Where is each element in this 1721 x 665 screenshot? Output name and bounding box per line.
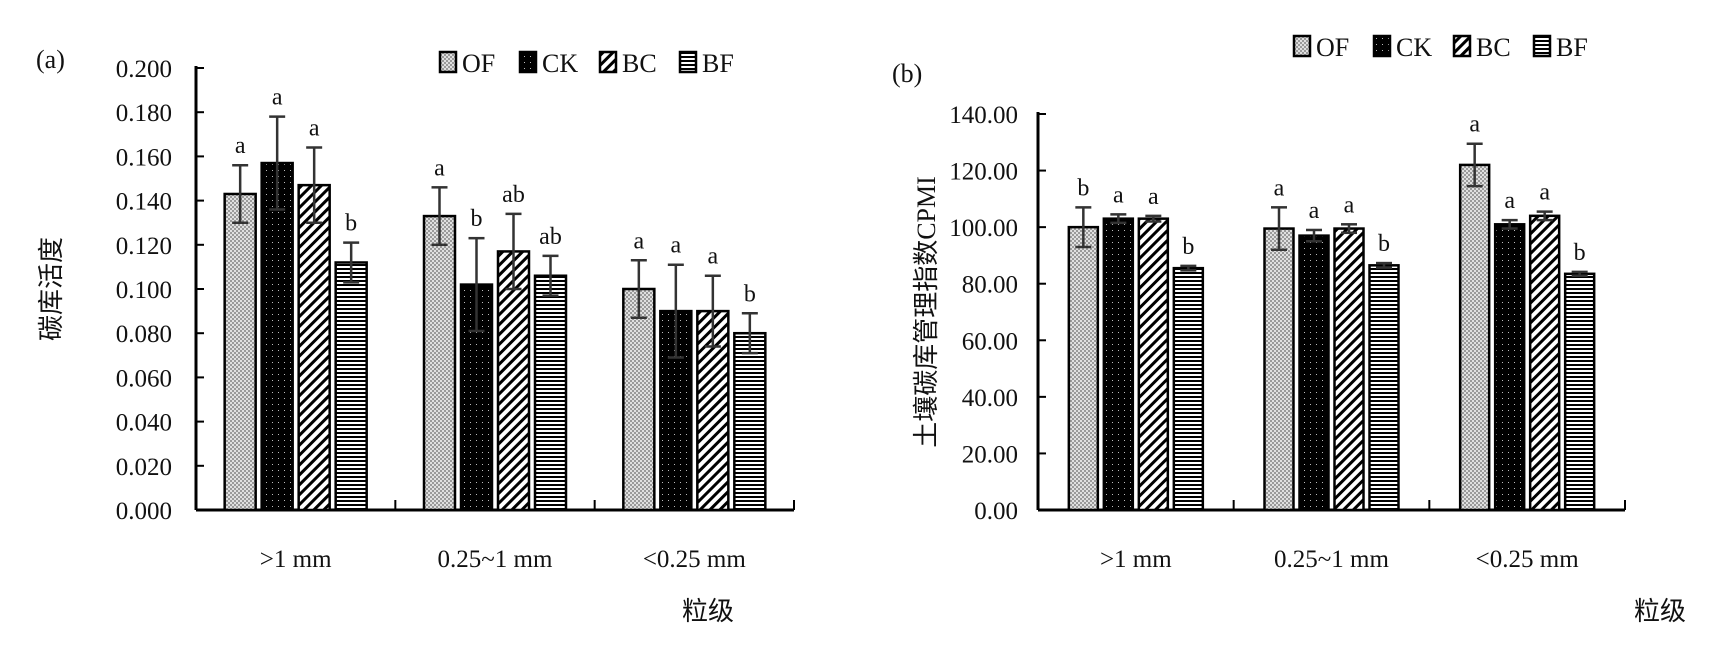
bar-bc bbox=[496, 250, 531, 512]
significance-letter: b bbox=[1077, 175, 1089, 201]
significance-letter: a bbox=[1148, 184, 1159, 210]
legend-swatch-ck bbox=[518, 50, 538, 74]
significance-letter: b bbox=[1378, 231, 1390, 257]
panel-label: (b) bbox=[892, 59, 922, 88]
bar-bc bbox=[1528, 214, 1561, 512]
significance-letter: ab bbox=[539, 224, 562, 250]
bar-bf bbox=[1563, 272, 1596, 512]
bar-bc bbox=[297, 183, 331, 512]
significance-letter: b bbox=[744, 281, 756, 307]
bar-ck bbox=[1102, 217, 1135, 512]
x-axis-title: 粒级 bbox=[1634, 597, 1686, 626]
y-tick-label: 0.180 bbox=[116, 100, 172, 127]
significance-letter: a bbox=[1113, 182, 1124, 208]
x-tick-label: 0.25~1 mm bbox=[438, 546, 553, 573]
bar-of bbox=[223, 192, 257, 512]
significance-letter: b bbox=[345, 211, 357, 237]
y-tick-label: 120.00 bbox=[949, 159, 1018, 186]
legend-label: CK bbox=[542, 49, 578, 78]
significance-letter: a bbox=[1309, 198, 1320, 224]
significance-letter: a bbox=[1344, 192, 1355, 218]
y-tick-label: 0.200 bbox=[116, 56, 172, 83]
legend-label: BF bbox=[702, 49, 734, 78]
y-tick-label: 0.080 bbox=[116, 321, 172, 348]
significance-letter: b bbox=[471, 206, 483, 232]
legend-swatch-of bbox=[1292, 34, 1312, 58]
bar-ck bbox=[260, 161, 294, 512]
x-axis-title: 粒级 bbox=[682, 597, 734, 626]
bar-ck bbox=[1493, 223, 1526, 512]
legend-swatch-bc bbox=[1452, 34, 1472, 58]
y-tick-label: 140.00 bbox=[949, 102, 1018, 129]
significance-letter: a bbox=[708, 244, 719, 270]
x-tick-label: >1 mm bbox=[1100, 546, 1172, 573]
legend-label: BC bbox=[622, 49, 657, 78]
legend-label: BF bbox=[1556, 33, 1588, 62]
y-tick-label: 0.00 bbox=[974, 498, 1018, 525]
y-tick-label: 100.00 bbox=[949, 215, 1018, 242]
bar-bc bbox=[1137, 217, 1170, 512]
significance-letter: b bbox=[1574, 240, 1586, 266]
y-tick-label: 40.00 bbox=[962, 385, 1018, 412]
y-tick-label: 60.00 bbox=[962, 328, 1018, 355]
bar-bf bbox=[1172, 266, 1205, 512]
y-tick-label: 0.020 bbox=[116, 454, 172, 481]
y-tick-label: 80.00 bbox=[962, 272, 1018, 299]
x-tick-label: 0.25~1 mm bbox=[1274, 546, 1389, 573]
y-tick-label: 20.00 bbox=[962, 441, 1018, 468]
y-tick-label: 0.000 bbox=[116, 498, 172, 525]
y-axis-title: 土壤碳库管理指数CPMI bbox=[912, 176, 941, 448]
y-tick-label: 0.040 bbox=[116, 410, 172, 437]
significance-letter: a bbox=[309, 116, 320, 142]
legend-label: CK bbox=[1396, 33, 1432, 62]
significance-letter: a bbox=[1539, 180, 1550, 206]
bar-bf bbox=[733, 331, 767, 512]
significance-letter: a bbox=[634, 228, 645, 254]
significance-letter: a bbox=[272, 85, 283, 111]
bar-of bbox=[422, 214, 457, 512]
legend-label: OF bbox=[1316, 33, 1349, 62]
panel-a: (a) 0.000 0.020 0.040 0.060 0.080 0.100 0.120 0.… bbox=[36, 45, 795, 626]
significance-letter: b bbox=[1182, 234, 1194, 260]
significance-letter: a bbox=[1504, 188, 1515, 214]
bar-bc bbox=[1333, 227, 1365, 512]
legend-swatch-bf bbox=[1532, 34, 1552, 58]
legend-swatch-bf bbox=[678, 50, 698, 74]
y-tick-label: 0.060 bbox=[116, 365, 172, 392]
significance-letter: a bbox=[671, 233, 682, 259]
x-tick-label: >1 mm bbox=[260, 546, 332, 573]
bar-of bbox=[622, 287, 656, 512]
legend-swatch-bc bbox=[598, 50, 618, 74]
legend-label: OF bbox=[462, 49, 495, 78]
x-tick-label: <0.25 mm bbox=[643, 546, 747, 573]
bar-of bbox=[1067, 225, 1100, 512]
x-tick-label: <0.25 mm bbox=[1476, 546, 1580, 573]
y-tick-label: 0.120 bbox=[116, 233, 172, 260]
bar-bf bbox=[533, 274, 568, 512]
bar-of bbox=[1458, 163, 1491, 512]
legend-swatch-ck bbox=[1372, 34, 1392, 58]
significance-letter: a bbox=[235, 133, 246, 159]
significance-letter: ab bbox=[502, 182, 525, 208]
y-axis-title: 碳库活度 bbox=[37, 237, 66, 341]
panel-label: (a) bbox=[36, 45, 65, 74]
significance-letter: a bbox=[1469, 112, 1480, 138]
bar-bf bbox=[334, 261, 368, 512]
bar-bf bbox=[1368, 264, 1400, 512]
significance-letter: a bbox=[1274, 175, 1285, 201]
y-tick-label: 0.160 bbox=[116, 144, 172, 171]
bar-ck bbox=[1298, 234, 1330, 512]
significance-letter: a bbox=[434, 155, 445, 181]
bar-of bbox=[1263, 227, 1295, 512]
y-tick-label: 0.100 bbox=[116, 277, 172, 304]
y-tick-label: 0.140 bbox=[116, 189, 172, 216]
panel-b: (b) 0.00 20.00 40.00 60.00 80.00 100.00 120.00 1… bbox=[892, 33, 1686, 626]
legend-label: BC bbox=[1476, 33, 1511, 62]
legend-swatch-of bbox=[438, 50, 458, 74]
